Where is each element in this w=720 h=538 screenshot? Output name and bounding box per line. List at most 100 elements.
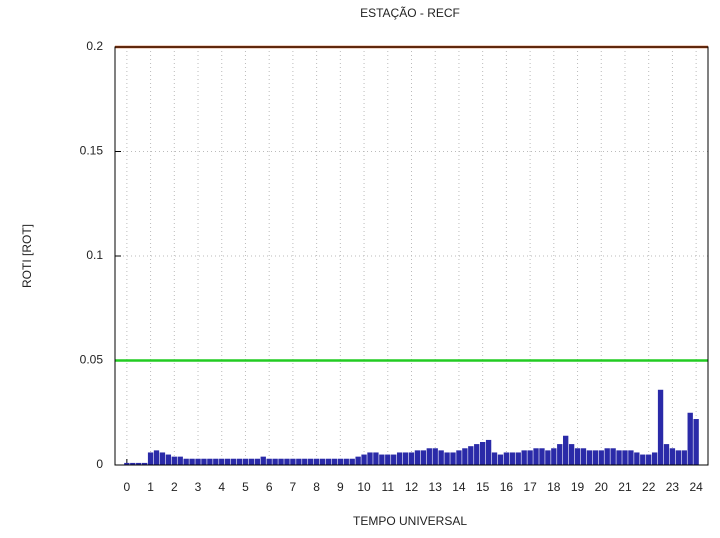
bar	[509, 452, 515, 465]
bar	[402, 452, 409, 465]
x-tick-label: 10	[357, 480, 371, 494]
bar	[646, 454, 652, 465]
bar	[213, 458, 219, 465]
bar	[426, 448, 432, 465]
x-tick-label: 6	[266, 480, 273, 494]
bar	[147, 452, 154, 465]
bar	[141, 462, 148, 465]
x-tick-label: 15	[476, 480, 490, 494]
bar	[325, 458, 332, 465]
x-tick-label: 16	[500, 480, 514, 494]
bar	[248, 458, 255, 465]
bar	[521, 450, 527, 465]
bar	[592, 450, 598, 465]
bar	[124, 462, 130, 465]
bar	[580, 448, 587, 465]
bar	[349, 458, 355, 465]
bar	[373, 452, 379, 465]
bar	[663, 444, 670, 465]
bar	[153, 450, 160, 465]
bar	[432, 448, 438, 465]
bar	[225, 458, 231, 465]
bar	[450, 452, 456, 465]
bar	[284, 458, 290, 465]
bar	[462, 448, 468, 465]
x-tick-label: 20	[595, 480, 609, 494]
bar	[266, 458, 272, 465]
bar	[598, 450, 604, 465]
bar	[337, 458, 344, 465]
bar	[444, 452, 450, 465]
bar	[533, 448, 539, 465]
bar	[574, 448, 581, 465]
bar	[616, 450, 622, 465]
bar	[657, 389, 664, 465]
bar	[622, 450, 628, 465]
bar	[319, 458, 326, 465]
x-tick-label: 9	[337, 480, 344, 494]
x-tick-label: 7	[290, 480, 297, 494]
bar	[343, 458, 349, 465]
bar	[456, 450, 462, 465]
chart-title: ESTAÇÃO - RECF	[360, 6, 460, 20]
bar	[385, 454, 391, 465]
x-tick-label: 0	[124, 480, 131, 494]
x-tick-label: 24	[689, 480, 703, 494]
bar	[586, 450, 593, 465]
bar	[278, 458, 284, 465]
bar	[539, 448, 545, 465]
bar	[438, 450, 444, 465]
bar	[308, 458, 314, 465]
bar	[420, 450, 427, 465]
bar	[687, 412, 693, 465]
bar	[628, 450, 634, 465]
x-tick-label: 13	[429, 480, 443, 494]
bar	[681, 450, 687, 465]
x-tick-label: 17	[523, 480, 537, 494]
x-tick-label: 1	[147, 480, 154, 494]
bar	[503, 452, 510, 465]
bar	[545, 450, 551, 465]
bar	[254, 458, 260, 465]
bar	[219, 458, 225, 465]
bar	[551, 448, 557, 465]
bar	[396, 452, 403, 465]
bar	[568, 444, 575, 465]
bar	[236, 458, 243, 465]
x-tick-label: 19	[571, 480, 585, 494]
bar	[634, 452, 640, 465]
x-tick-label: 8	[313, 480, 320, 494]
bar	[379, 454, 385, 465]
y-axis-label: ROTI [ROT]	[20, 224, 34, 288]
y-tick-label: 0.05	[80, 353, 104, 367]
bar	[201, 458, 207, 465]
bar	[610, 448, 616, 465]
bar	[693, 419, 699, 465]
bar	[195, 458, 201, 465]
y-tick-label: 0.2	[86, 39, 103, 53]
bar	[183, 458, 189, 465]
x-tick-label: 23	[666, 480, 680, 494]
bar	[640, 454, 646, 465]
bar	[313, 458, 320, 465]
bar	[361, 454, 367, 465]
x-tick-label: 14	[452, 480, 466, 494]
bar	[563, 435, 569, 465]
bar	[604, 448, 610, 465]
bar	[177, 456, 183, 465]
x-tick-label: 4	[218, 480, 225, 494]
bar	[367, 452, 373, 465]
bar	[207, 458, 213, 465]
bar	[408, 452, 415, 465]
x-tick-label: 18	[547, 480, 561, 494]
bar	[491, 452, 498, 465]
bar	[557, 444, 563, 465]
bar	[485, 439, 492, 465]
bar	[159, 452, 166, 465]
x-tick-label: 22	[642, 480, 656, 494]
bar	[189, 458, 195, 465]
x-tick-label: 12	[405, 480, 419, 494]
bar	[497, 454, 504, 465]
bar	[260, 456, 266, 465]
bar	[468, 446, 474, 465]
